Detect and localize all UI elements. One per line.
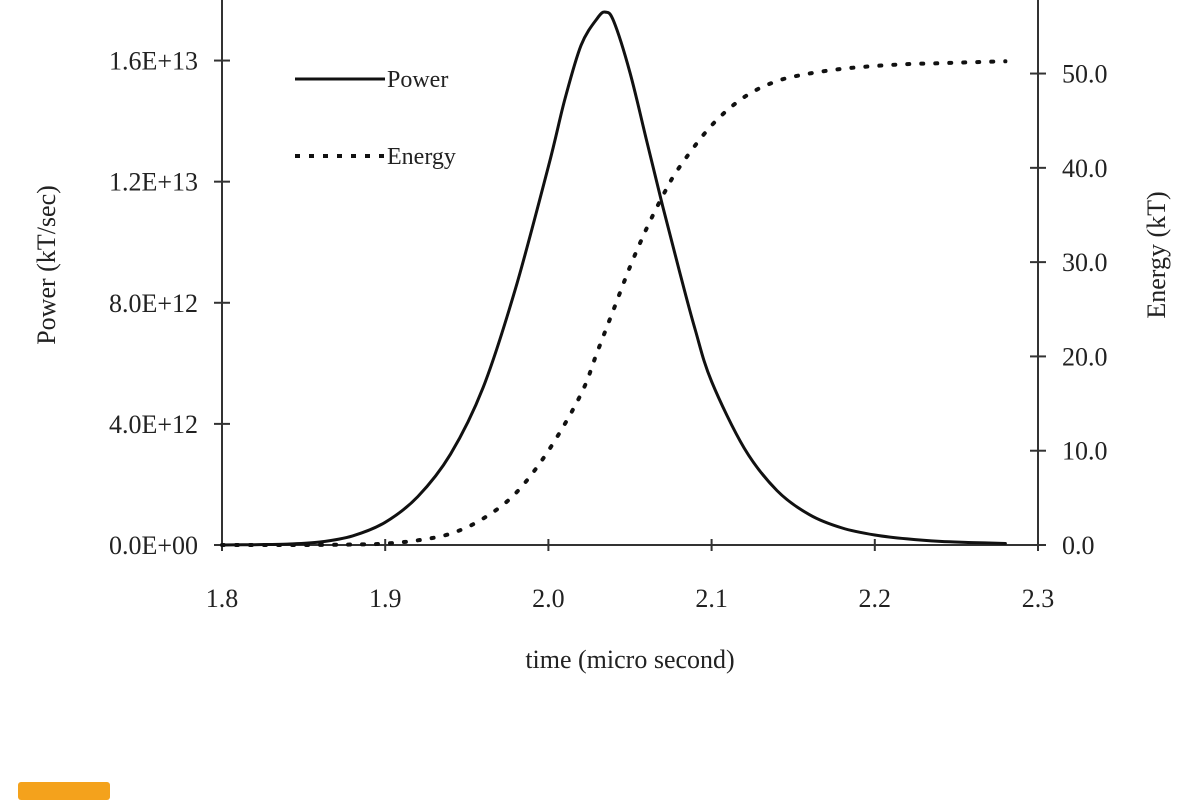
- axes: [221, 0, 1039, 546]
- y-tick-label: 1.2E+13: [109, 168, 198, 197]
- y2-tick-label: 10.0: [1062, 437, 1108, 466]
- y-tick-label: 0.0E+00: [109, 531, 198, 560]
- x-tick-label: 2.3: [1022, 584, 1055, 613]
- x-tick-label: 1.9: [369, 584, 402, 613]
- y-axis-title: Power (kT/sec): [32, 185, 61, 345]
- x-tick-label: 2.1: [695, 584, 728, 613]
- y-tick-label: 4.0E+12: [109, 410, 198, 439]
- series-layer: [220, 10, 1008, 548]
- legend-energy-label: Energy: [387, 144, 456, 170]
- x-axis-title: time (micro second): [525, 645, 734, 674]
- y2-tick-label: 0.0: [1062, 531, 1095, 560]
- legend-power-label: Power: [387, 67, 448, 93]
- x-tick-label: 1.8: [206, 584, 239, 613]
- series-power-line: [220, 10, 1007, 547]
- y-tick-label: 8.0E+12: [109, 289, 198, 318]
- y-tick-label: 1.6E+13: [109, 47, 198, 76]
- ticks: 1.8 1.9 2.0 2.1 2.2 2.3 0.0E+00 4.0E+12 8.0E+12 1…: [109, 47, 1108, 613]
- y2-tick-label: 40.0: [1062, 154, 1108, 183]
- x-tick-label: 2.0: [532, 584, 565, 613]
- y2-tick-label: 20.0: [1062, 342, 1108, 371]
- series-energy-line: [220, 59, 1008, 548]
- y2-tick-label: 50.0: [1062, 60, 1108, 89]
- x-tick-label: 2.2: [859, 584, 892, 613]
- watermark-logo: [18, 782, 110, 800]
- y2-tick-label: 30.0: [1062, 248, 1108, 277]
- legend: Power Energy: [295, 67, 456, 170]
- y2-axis-title: Energy (kT): [1142, 191, 1171, 318]
